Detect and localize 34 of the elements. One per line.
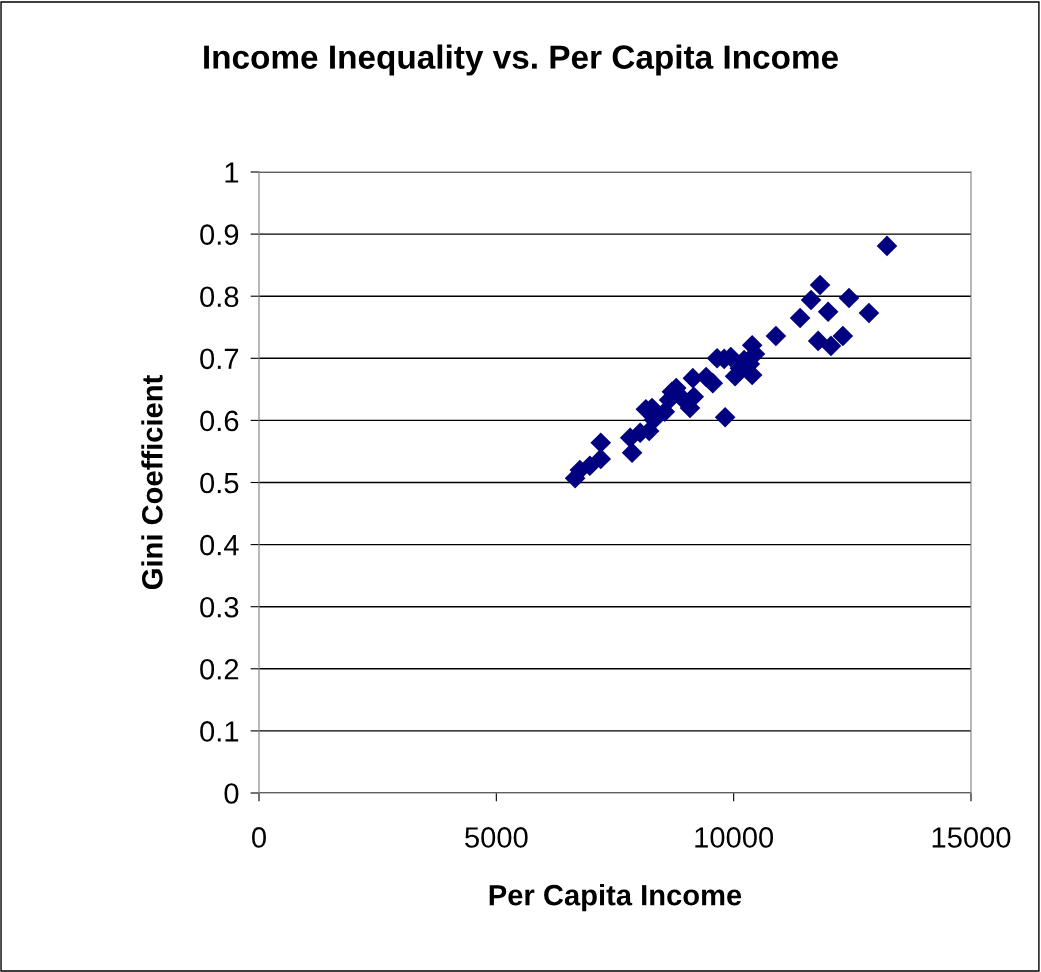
y-tick-label: 0.4 bbox=[200, 534, 239, 556]
point bbox=[590, 432, 612, 454]
y-tick-label: 0.3 bbox=[200, 596, 239, 618]
point bbox=[765, 325, 787, 347]
y-tick-label: 0 bbox=[224, 783, 239, 804]
point bbox=[876, 235, 898, 257]
point bbox=[621, 442, 643, 463]
chart-title: Income Inequality vs. Per Capita Income bbox=[204, 44, 838, 76]
y-tick-label: 0.6 bbox=[200, 410, 239, 432]
point bbox=[702, 372, 724, 394]
point bbox=[590, 448, 612, 470]
x-tick-label: 0 bbox=[252, 827, 266, 848]
point bbox=[817, 301, 839, 323]
x-tick-label: 5000 bbox=[465, 827, 528, 848]
y-tick-label: 0.5 bbox=[200, 472, 239, 494]
point bbox=[832, 325, 854, 347]
point bbox=[800, 289, 822, 311]
y-axis-title: Gini Coefficient bbox=[141, 375, 163, 590]
x-axis-title: Per Capita Income bbox=[489, 884, 742, 912]
y-tick-label: 0.2 bbox=[200, 659, 239, 680]
x-tick-label: 10000 bbox=[695, 827, 774, 848]
point bbox=[789, 307, 811, 329]
x-tick-label: 15000 bbox=[932, 827, 1011, 848]
point bbox=[714, 406, 736, 428]
point bbox=[807, 330, 829, 352]
y-tick-label: 0.1 bbox=[200, 721, 239, 742]
y-tick-label: 0.8 bbox=[200, 286, 239, 308]
y-tick-label: 0.9 bbox=[200, 224, 239, 245]
point bbox=[858, 302, 880, 324]
point bbox=[809, 274, 831, 296]
point bbox=[838, 287, 860, 309]
y-tick-label: 0.7 bbox=[200, 348, 239, 370]
y-tick-label: 1 bbox=[225, 162, 239, 183]
point bbox=[820, 335, 842, 357]
